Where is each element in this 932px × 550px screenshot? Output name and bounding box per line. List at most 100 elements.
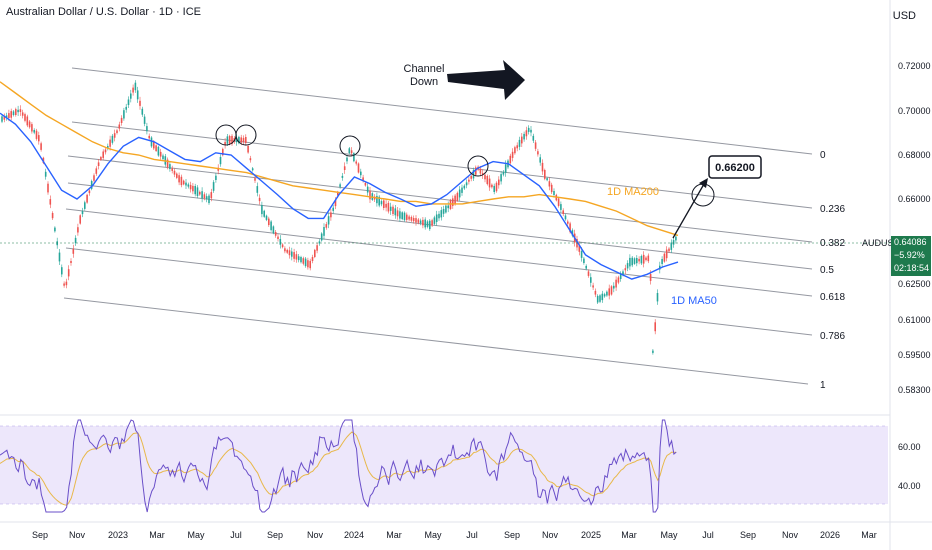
candle-body (44, 171, 47, 177)
candle-body (173, 170, 176, 175)
fib-label-0786: 0.786 (820, 331, 845, 342)
candle-body (141, 108, 144, 115)
candle-body (590, 277, 592, 283)
candle-body (638, 258, 640, 262)
candle-body (369, 190, 371, 200)
candle-body (675, 236, 677, 241)
candle-body (113, 133, 116, 138)
candle-body (295, 254, 298, 260)
rsi-tick-label: 60.00 (898, 442, 921, 452)
candle-body (5, 115, 8, 118)
x-tick-label: 2025 (581, 530, 601, 540)
candle-body (70, 261, 72, 263)
candle-body (143, 116, 146, 124)
candle-body (617, 277, 620, 283)
candle-body (247, 145, 249, 153)
candle-body (224, 141, 226, 145)
candle-body (504, 164, 507, 173)
candle-body (364, 182, 367, 186)
x-tick-label: Mar (861, 530, 877, 540)
candle-body (226, 136, 229, 144)
candle-body (447, 205, 449, 209)
candle-body (571, 230, 574, 236)
candle-body (596, 295, 599, 303)
candle-body (461, 187, 463, 193)
candle-body (334, 200, 337, 207)
candle-body (281, 244, 284, 248)
candle-body (100, 157, 102, 160)
ma200-label: 1D MA200 (607, 186, 659, 198)
candle-body (180, 176, 183, 186)
candle-body (541, 162, 544, 172)
candle-body (67, 269, 70, 277)
candle-body (199, 191, 201, 195)
symbol-tag: AUDUSD (862, 238, 901, 248)
candle-body (201, 191, 203, 199)
channel-lines (63, 67, 813, 385)
candle-body (136, 90, 139, 100)
candle-body (498, 179, 500, 186)
y-tick-label: 0.72000 (898, 61, 931, 71)
candle-body (146, 126, 148, 132)
last-price: 0.64086 (894, 237, 927, 247)
candle-body (311, 257, 314, 261)
candle-body (130, 93, 132, 99)
x-tick-label: 2024 (344, 530, 364, 540)
candle-body (182, 180, 185, 185)
candle-body (8, 113, 10, 118)
candle-body (265, 215, 268, 220)
candle-body (139, 100, 141, 106)
candle-body (258, 197, 261, 202)
candle-body (97, 162, 100, 166)
candle-body (35, 130, 38, 139)
candle-body (10, 111, 12, 118)
candle-body (208, 195, 210, 204)
candle-body (479, 168, 482, 174)
candle-body (435, 214, 438, 222)
candle-body (564, 215, 567, 220)
candle-body (603, 294, 606, 297)
x-tick-label: Sep (740, 530, 756, 540)
candle-body (31, 124, 33, 132)
channel-text-2: Down (410, 76, 438, 88)
candle-body (511, 151, 514, 158)
candle-body (17, 109, 19, 113)
candle-body (302, 258, 305, 264)
y-tick-label: 0.70000 (898, 106, 931, 116)
candle-body (19, 109, 22, 112)
candle-body (118, 124, 121, 129)
candle-body (212, 182, 215, 191)
candle-body (534, 142, 537, 149)
candle-body (159, 151, 162, 157)
candle-body (74, 237, 77, 244)
candle-body (636, 258, 638, 264)
candle-body (33, 130, 35, 133)
candle-body (38, 135, 40, 142)
candle-body (376, 195, 378, 204)
candle-body (341, 175, 344, 178)
candle-body (26, 116, 29, 126)
candle-body (284, 248, 286, 252)
candle-body (120, 117, 123, 123)
candle-body (185, 182, 187, 186)
candle-body (350, 150, 353, 154)
candle-body (587, 271, 590, 276)
candle-body (537, 151, 539, 155)
candle-body (291, 251, 293, 257)
candle-body (228, 136, 231, 144)
candle-body (583, 258, 585, 263)
candle-body (3, 116, 6, 120)
candle-body (357, 163, 360, 173)
candle-body (396, 210, 399, 217)
candle-body (134, 82, 137, 91)
candle-body (422, 219, 424, 226)
candle-body (274, 232, 277, 236)
candle-body (61, 267, 63, 275)
candle-body (332, 207, 334, 211)
candle-body (104, 149, 107, 153)
candle-body (642, 254, 645, 264)
channel-line-05 (67, 182, 813, 270)
candle-body (47, 183, 49, 193)
